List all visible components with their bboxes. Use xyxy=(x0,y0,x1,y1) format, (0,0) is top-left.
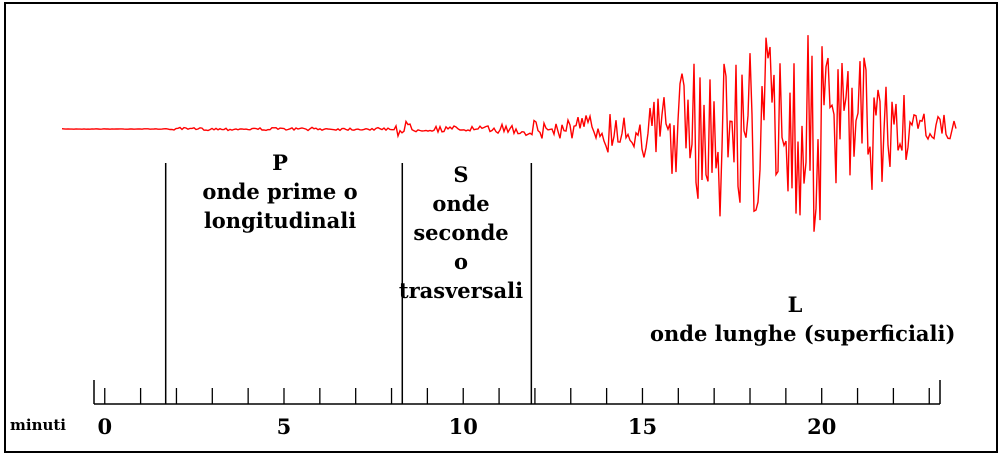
axis-title: minuti xyxy=(10,416,67,434)
s-wave-letter: S xyxy=(453,162,469,187)
tick-label: 20 xyxy=(807,414,837,439)
s-wave-line4: trasversali xyxy=(398,278,524,303)
s-wave-line3: o xyxy=(453,249,468,274)
p-wave-letter: P xyxy=(272,150,288,175)
time-axis xyxy=(93,380,941,405)
p-wave-line1: onde prime o xyxy=(202,179,358,204)
tick-label: 10 xyxy=(448,414,478,439)
tick-label: 0 xyxy=(97,414,113,439)
p-wave-line2: longitudinali xyxy=(203,208,357,233)
s-wave-label: S onde seconde o trasversali xyxy=(396,160,526,305)
l-wave-letter: L xyxy=(787,292,803,317)
s-wave-line1: onde xyxy=(432,191,490,216)
s-wave-line2: seconde xyxy=(413,220,509,245)
tick-label: 5 xyxy=(276,414,292,439)
l-wave-line1: onde lunghe (superficiali) xyxy=(650,321,956,346)
l-wave-label: L onde lunghe (superficiali) xyxy=(650,290,956,348)
phase-boundary-lines xyxy=(164,163,533,404)
seismogram-diagram xyxy=(4,2,998,453)
p-wave-label: P onde prime o longitudinali xyxy=(180,148,380,235)
tick-label: 15 xyxy=(627,414,658,439)
seismic-trace xyxy=(61,35,957,232)
